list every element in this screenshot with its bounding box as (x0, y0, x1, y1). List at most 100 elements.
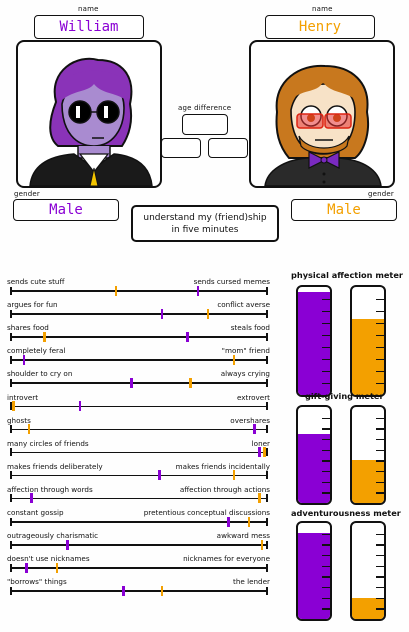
meter-tick (322, 555, 330, 557)
meter-tick (322, 460, 330, 462)
trait-scale-start (10, 448, 12, 457)
meter-tick (376, 555, 384, 557)
meter-tick (376, 492, 384, 494)
trait-marker-henry (189, 377, 192, 388)
left-gender-field: Male (13, 199, 119, 221)
trait-scale-start (10, 355, 12, 364)
trait-left-label: argues for fun (7, 300, 58, 310)
trait-marker-henry (247, 516, 251, 527)
age-difference-box (182, 114, 228, 135)
trait-marker-henry (43, 331, 46, 342)
trait-marker-henry (260, 539, 264, 550)
trait-scale-end (266, 563, 268, 572)
trait-marker-henry (263, 447, 266, 458)
meter-tick (322, 492, 330, 494)
trait-marker-william (22, 354, 26, 365)
left-name-label: name (78, 5, 99, 13)
meter-fill (298, 433, 330, 503)
trait-scale-end (266, 471, 268, 480)
trait-scale-start (10, 378, 12, 387)
trait-left-label: shares food (7, 323, 49, 333)
trait-scale-end (266, 378, 268, 387)
left-portrait (16, 40, 162, 188)
meter-tick (322, 428, 330, 430)
meter-tick (376, 371, 384, 373)
meter-fill (352, 597, 384, 619)
meter-tick (322, 576, 330, 578)
meter-henry (350, 521, 386, 621)
right-portrait (249, 40, 395, 188)
right-name-field: Henry (265, 15, 375, 39)
meter-tick (376, 335, 384, 337)
trait-marker-henry (27, 424, 31, 435)
trait-scale-end (266, 448, 268, 457)
meter-tick (322, 359, 330, 361)
meter-tick (376, 565, 384, 567)
trait-scale-end (266, 332, 268, 341)
meter-tick (322, 335, 330, 337)
meter-tick (322, 371, 330, 373)
age-left-box (161, 138, 201, 158)
meter-tick (376, 383, 384, 385)
trait-marker-william (66, 539, 69, 550)
meter-tick (376, 471, 384, 473)
trait-scale-start (10, 563, 12, 572)
trait-scale-line (11, 567, 267, 569)
meter-fill (298, 292, 330, 395)
trait-scale-end (266, 425, 268, 434)
trait-scale-line (11, 359, 267, 361)
meter-tick (376, 608, 384, 610)
trait-marker-henry (206, 308, 210, 319)
trait-marker-henry (114, 285, 118, 296)
william-drawing (29, 57, 153, 186)
meter-henry (350, 285, 386, 397)
trait-left-label: doesn't use nicknames (7, 554, 90, 564)
meter-tick (376, 417, 384, 419)
meter-title: gift-giving meter (305, 391, 384, 401)
trait-scale-line (11, 382, 267, 384)
meter-tick (376, 428, 384, 430)
trait-left-label: affection through words (7, 484, 93, 494)
meter-tick (322, 587, 330, 589)
trait-marker-william (158, 470, 161, 481)
trait-scale-line (11, 313, 267, 315)
trait-scale-start (10, 332, 12, 341)
henry-drawing (264, 64, 382, 186)
meter-tick (322, 347, 330, 349)
meter-william (296, 521, 332, 621)
meter-tick (322, 311, 330, 313)
meter-tick (322, 565, 330, 567)
trait-marker-william (186, 331, 189, 342)
trait-marker-william (160, 308, 164, 319)
right-name-label: name (312, 5, 333, 13)
age-difference-label: age difference (178, 104, 232, 112)
trait-left-label: sends cute stuff (7, 277, 65, 286)
meter-tick (322, 439, 330, 441)
meter-william (296, 405, 332, 505)
meter-tick (376, 481, 384, 483)
meter-tick (376, 299, 384, 301)
meter-tick (376, 460, 384, 462)
meter-title: adventurousness meter (291, 508, 401, 518)
trait-scale-line (11, 405, 267, 407)
trait-left-label: many circles of friends (7, 438, 89, 448)
trait-left-label: ghosts (7, 415, 31, 425)
trait-right-label: conflict averse (217, 300, 270, 310)
trait-scale-end (266, 494, 268, 503)
trait-scale-end (266, 586, 268, 595)
meter-tick (376, 544, 384, 546)
trait-right-label: extrovert (236, 392, 270, 402)
meter-tick (376, 533, 384, 535)
trait-scale-line (11, 544, 267, 546)
trait-left-label: constant gossip (7, 508, 64, 517)
meter-tick (376, 311, 384, 313)
meter-tick (322, 299, 330, 301)
trait-right-label: makes friends incidentally (175, 461, 270, 471)
trait-marker-william (25, 562, 28, 573)
trait-right-label: nicknames for everyone (183, 554, 270, 564)
trait-left-label: "borrows" things (7, 577, 67, 587)
trait-right-label: affection through actions (179, 484, 270, 494)
trait-scale-line (11, 590, 267, 592)
meter-tick (376, 449, 384, 451)
meter-tick (376, 439, 384, 441)
